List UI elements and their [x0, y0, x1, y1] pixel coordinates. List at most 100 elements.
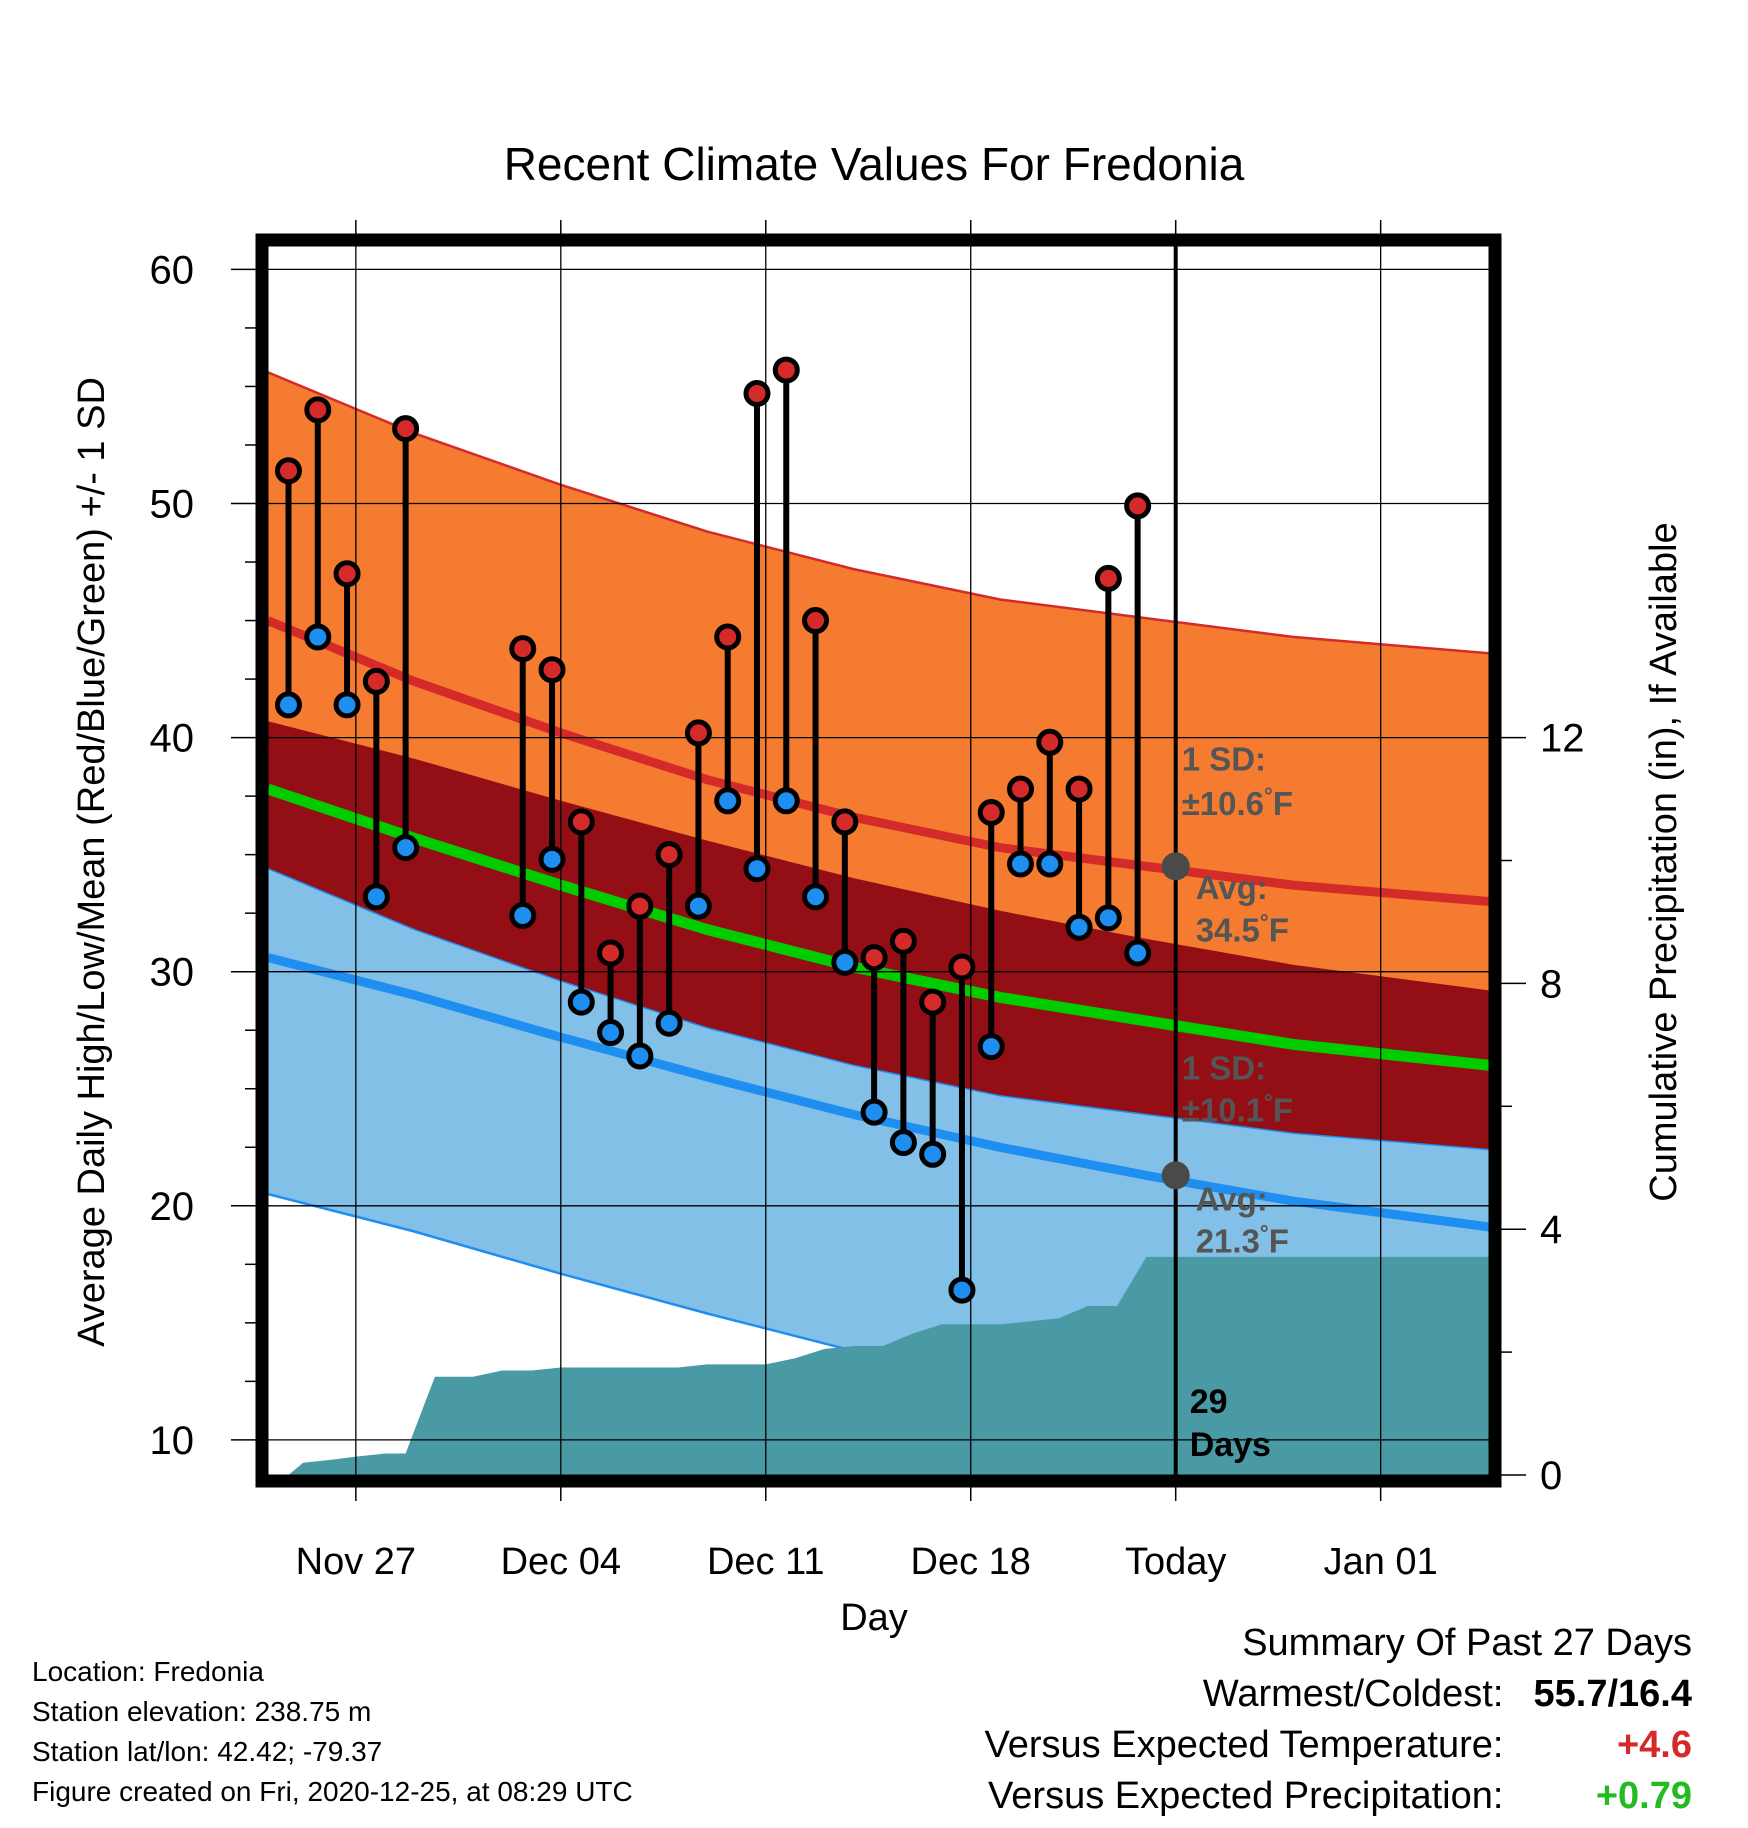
location-text: Location: Fredonia	[32, 1656, 264, 1687]
high-point	[392, 415, 420, 443]
low-point	[831, 948, 859, 976]
low-point	[860, 1098, 888, 1126]
temp-label: Versus Expected Temperature:	[984, 1724, 1504, 1766]
high-point	[714, 623, 742, 651]
high-point	[509, 635, 537, 663]
high-point	[1094, 564, 1122, 592]
low-point	[919, 1140, 947, 1168]
low-point	[626, 1042, 654, 1070]
temp-value: +4.6	[1616, 1724, 1692, 1766]
high-point	[362, 667, 390, 695]
summary-title: Summary Of Past 27 Days	[1242, 1622, 1692, 1664]
annotation-2: Avg:34.5°F	[1196, 869, 1289, 948]
summary-warm-cold: Warmest/Coldest: 55.7/16.4	[985, 1669, 1692, 1720]
low-point	[714, 787, 742, 815]
high-point	[567, 808, 595, 836]
high-point	[597, 939, 625, 967]
today-high-normal-marker	[1161, 852, 1190, 881]
annotation-label: 1 SD:	[1182, 740, 1266, 777]
annotation-unit: °	[1264, 783, 1273, 808]
annotation-1: 1 SD: ±10.6°F	[1182, 740, 1293, 821]
x-tick-label: Dec 18	[911, 1541, 1031, 1583]
high-point	[684, 719, 712, 747]
low-point	[274, 691, 302, 719]
annotation-unit: °	[1260, 909, 1269, 934]
high-point	[626, 892, 654, 920]
high-point	[274, 457, 302, 485]
annotation-3: 1 SD: ±10.1°F	[1182, 1049, 1293, 1128]
y-axis-left: 10 20 30 40 50 60	[150, 248, 261, 1463]
warm-cold-value: 55.7/16.4	[1533, 1673, 1692, 1715]
low-point	[772, 787, 800, 815]
y-axis-right: 0 4 8 12	[1496, 717, 1585, 1498]
y2-axis-title: Cumulative Precipitation (in), If Availa…	[1643, 522, 1685, 1201]
y2-tick-label: 12	[1540, 717, 1585, 761]
annotation-unit-letter: F	[1273, 785, 1293, 822]
y-axis-title: Average Daily High/Low/Mean (Red/Blue/Gr…	[71, 377, 113, 1347]
high-point	[860, 944, 888, 972]
plot-frame	[255, 233, 1502, 1488]
x-tick-label: Dec 04	[501, 1541, 621, 1583]
high-point	[889, 927, 917, 955]
high-point	[977, 799, 1005, 827]
low-point	[362, 883, 390, 911]
high-point	[538, 656, 566, 684]
high-point	[743, 379, 771, 407]
low-point	[538, 845, 566, 873]
summary-precipitation: Versus Expected Precipitation: +0.79	[985, 1771, 1692, 1822]
low-point	[567, 988, 595, 1016]
station-info: Location: Fredonia Station elevation: 23…	[32, 1652, 633, 1812]
low-point	[392, 834, 420, 862]
low-point	[1007, 850, 1035, 878]
high-point	[333, 560, 361, 588]
high-point	[1065, 775, 1093, 803]
precip-value: +0.79	[1595, 1775, 1692, 1817]
high-point	[802, 607, 830, 635]
precipitation-area	[268, 1256, 1489, 1475]
high-point	[772, 356, 800, 384]
high-point	[1036, 728, 1064, 756]
summary-temperature: Versus Expected Temperature: +4.6	[985, 1720, 1692, 1771]
latlon-text: Station lat/lon: 42.42; -79.37	[32, 1736, 383, 1767]
annotation-unit: °	[1260, 1221, 1269, 1246]
normal-low-line	[268, 953, 1489, 1232]
days-count: 29	[1190, 1383, 1228, 1421]
warm-cold-label: Warmest/Coldest:	[1202, 1673, 1504, 1715]
annotation-label: Avg:	[1196, 1180, 1268, 1217]
days-word: Days	[1190, 1426, 1271, 1464]
low-point	[1036, 850, 1064, 878]
low-point	[333, 691, 361, 719]
high-point	[948, 953, 976, 981]
precip-label: Versus Expected Precipitation:	[988, 1775, 1504, 1817]
low-point	[684, 892, 712, 920]
high-point	[1007, 775, 1035, 803]
y-tick-label: 20	[150, 1185, 195, 1229]
days-label: 29 Days	[1190, 1383, 1271, 1464]
high-point	[831, 808, 859, 836]
y2-tick-label: 0	[1540, 1454, 1562, 1498]
annotation-4: Avg: 21.3°F	[1196, 1180, 1289, 1259]
y2-tick-label: 8	[1540, 962, 1562, 1006]
y-tick-label: 10	[150, 1419, 195, 1463]
x-axis-title: Day	[840, 1597, 908, 1639]
low-point	[1124, 939, 1152, 967]
high-point	[919, 988, 947, 1016]
x-tick-label: Jan 01	[1324, 1541, 1438, 1583]
low-point	[743, 855, 771, 883]
high-point	[655, 841, 683, 869]
low-point	[304, 623, 332, 651]
annotation-unit-letter: F	[1273, 1092, 1293, 1129]
low-point	[977, 1033, 1005, 1061]
high-point	[304, 396, 332, 424]
x-axis: Nov 27 Dec 04 Dec 11 Dec 18 Today Jan 01	[296, 220, 1438, 1583]
annotation-label: 1 SD:	[1182, 1049, 1266, 1086]
annotation-label: Avg:	[1196, 869, 1268, 906]
annotation-value: 21.3°F	[1196, 1221, 1289, 1260]
x-tick-label: Dec 11	[707, 1541, 825, 1583]
high-lower-edge	[268, 868, 1489, 1151]
annotation-value: ±10.1°F	[1182, 1090, 1293, 1129]
annotation-value: 34.5°F	[1196, 909, 1289, 948]
y-tick-label: 40	[150, 717, 195, 761]
